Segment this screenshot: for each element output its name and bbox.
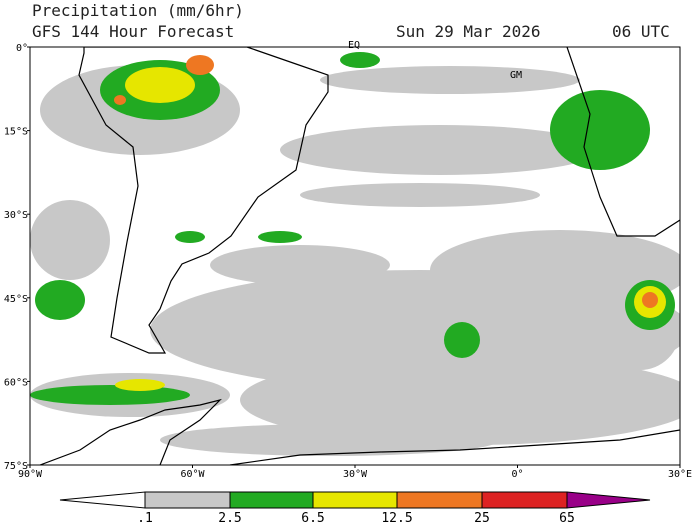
map: EQ GM <box>29 40 681 466</box>
lat-label: 30°S <box>4 210 28 221</box>
precip-field <box>30 52 680 456</box>
colorbar-label: 2.5 <box>218 511 241 525</box>
colorbar-label: 25 <box>474 511 490 525</box>
title: Precipitation (mm/6hr) <box>32 1 244 20</box>
coastlines <box>39 47 680 465</box>
date: Sun 29 Mar 2026 <box>396 22 541 41</box>
lat-label: 15°S <box>4 127 28 138</box>
colorbar-label: 65 <box>559 511 575 525</box>
lat-label: 45°S <box>4 294 28 305</box>
lat-label: 0° <box>16 43 28 54</box>
time: 06 UTC <box>612 22 670 41</box>
place-label: EQ <box>348 40 360 51</box>
lon-label: 0° <box>511 469 523 480</box>
lat-label: 75°S <box>4 461 28 472</box>
lon-label: 60°W <box>180 469 205 480</box>
colorbar <box>59 491 651 509</box>
subtitle: GFS 144 Hour Forecast <box>32 22 234 41</box>
lon-label: 90°W <box>18 469 43 480</box>
lon-label: 30°W <box>343 469 368 480</box>
lat-label: 60°S <box>4 377 28 388</box>
colorbar-label: 12.5 <box>381 511 412 525</box>
place-label: GM <box>510 70 522 81</box>
colorbar-label: .1 <box>137 511 153 525</box>
lon-label: 30°E <box>668 469 692 480</box>
colorbar-label: 6.5 <box>301 511 324 525</box>
